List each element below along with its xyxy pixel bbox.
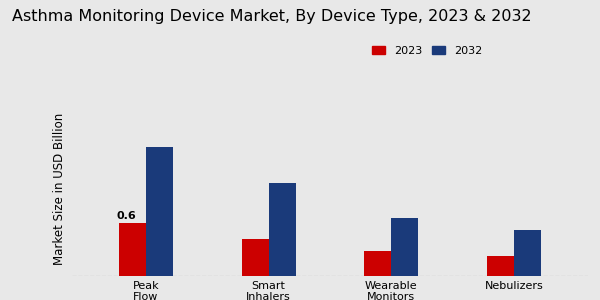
Bar xyxy=(146,147,173,276)
Bar xyxy=(269,183,296,276)
Legend: 2023, 2032: 2023, 2032 xyxy=(368,42,487,61)
Bar xyxy=(487,256,514,276)
Y-axis label: Market Size in USD Billion: Market Size in USD Billion xyxy=(53,113,67,265)
Bar xyxy=(391,218,418,276)
Text: 0.6: 0.6 xyxy=(116,211,136,221)
Text: Asthma Monitoring Device Market, By Device Type, 2023 & 2032: Asthma Monitoring Device Market, By Devi… xyxy=(12,9,532,24)
Bar xyxy=(514,230,541,276)
Bar xyxy=(242,239,269,276)
Bar xyxy=(364,251,391,276)
Bar xyxy=(119,223,146,276)
